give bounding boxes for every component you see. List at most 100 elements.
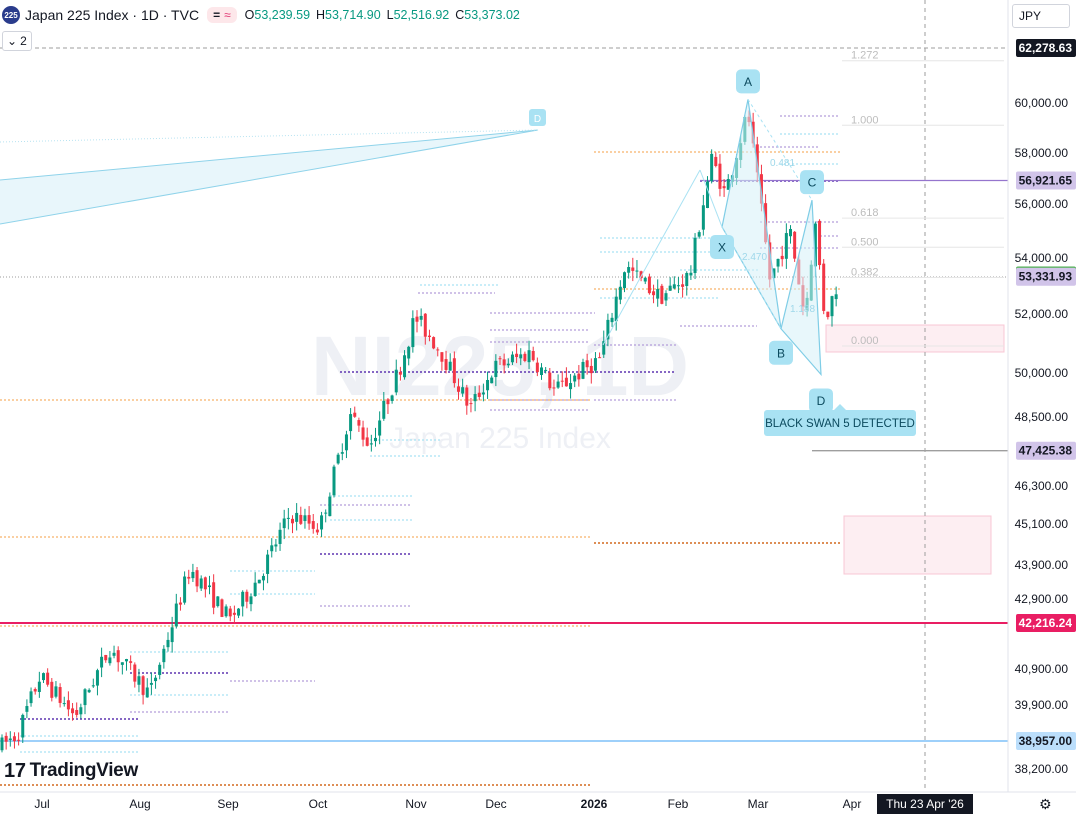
fib-levels: 1.272 1.000 0.618 0.500 0.382 0.000 xyxy=(842,50,1004,347)
candle xyxy=(685,271,689,296)
candle xyxy=(432,336,436,350)
candle-body xyxy=(75,710,79,715)
candle xyxy=(87,688,91,694)
candle-body xyxy=(112,652,116,656)
tradingview-logo[interactable]: 17 TradingView xyxy=(4,758,138,784)
pattern-tail xyxy=(699,169,723,228)
candle xyxy=(315,523,319,535)
candle xyxy=(560,371,564,388)
candle-body xyxy=(614,296,618,322)
candle xyxy=(394,359,398,396)
candle xyxy=(552,379,556,396)
candle-body xyxy=(602,341,606,355)
time-label-8: Mar xyxy=(748,797,769,811)
candle xyxy=(232,605,236,624)
candle xyxy=(25,699,29,719)
candle xyxy=(158,662,162,680)
candle xyxy=(320,511,324,538)
price-tick-0: 60,000.00 xyxy=(1015,96,1069,110)
candle-body xyxy=(598,357,602,359)
chevron-down-icon: ⌄ xyxy=(7,34,18,48)
candle xyxy=(369,434,373,452)
candle-body xyxy=(631,267,635,271)
price-axis: 60,000.00 58,000.00 56,000.00 54,000.00 52,0… xyxy=(1007,0,1076,792)
candle xyxy=(776,258,780,273)
candle xyxy=(448,353,452,371)
candle xyxy=(498,356,502,366)
candle-body xyxy=(681,284,685,287)
candle xyxy=(253,572,257,597)
candle-body xyxy=(29,691,33,704)
candle xyxy=(403,350,407,380)
candle-body xyxy=(793,231,797,259)
candle-body xyxy=(726,179,730,190)
candle-body xyxy=(693,237,697,274)
candle-body xyxy=(830,296,834,317)
gear-icon[interactable]: ⚙ xyxy=(1039,796,1052,812)
candle xyxy=(137,668,141,693)
candle-body xyxy=(440,352,444,362)
candle xyxy=(361,420,365,447)
crosshair-date-badge xyxy=(877,794,973,814)
candle xyxy=(789,225,792,244)
candle-body xyxy=(813,223,817,267)
candle-body xyxy=(477,392,481,397)
candle xyxy=(75,702,79,718)
candle-body xyxy=(822,263,826,311)
candle-body xyxy=(457,386,460,392)
candle xyxy=(423,313,427,345)
candle xyxy=(21,713,25,744)
candle-body xyxy=(71,708,75,714)
chart-title[interactable]: Japan 225 Index · 1D · TVC xyxy=(25,7,200,23)
indicators-toggle-button[interactable]: ⌄ 2 xyxy=(2,31,32,51)
pattern-ratio-0: 0.481 xyxy=(770,158,795,169)
candle-body xyxy=(610,317,614,323)
candle-body xyxy=(224,606,228,617)
candle xyxy=(228,605,232,622)
candle-body xyxy=(91,685,95,687)
time-axis-background xyxy=(0,792,1076,814)
candle xyxy=(610,312,614,327)
candle-body xyxy=(382,400,386,419)
candle-body xyxy=(253,582,257,596)
candle-body xyxy=(656,289,660,299)
candle-body xyxy=(203,577,207,590)
candle xyxy=(714,152,718,168)
candle xyxy=(79,703,83,719)
candle xyxy=(386,398,390,414)
candle-body xyxy=(378,420,382,436)
candle xyxy=(676,276,680,294)
candle-body xyxy=(444,359,448,370)
candle xyxy=(697,230,701,239)
candle-body xyxy=(494,360,498,378)
candle xyxy=(291,515,294,534)
candle-body xyxy=(531,350,535,361)
candle-body xyxy=(166,639,170,648)
pattern-point-d xyxy=(809,388,833,413)
candle-body xyxy=(66,700,70,710)
candle-body xyxy=(432,337,436,349)
currency-button[interactable]: JPY xyxy=(1012,4,1070,28)
candle xyxy=(149,672,153,695)
candle xyxy=(108,651,112,666)
candle xyxy=(261,573,265,591)
candle-body xyxy=(46,672,50,685)
candle xyxy=(793,231,797,262)
fib-label-2: 0.618 xyxy=(851,207,879,219)
candle-body xyxy=(104,654,108,661)
plot-area xyxy=(0,0,1008,792)
candle xyxy=(299,506,303,526)
candle-body xyxy=(386,399,390,405)
candle xyxy=(237,607,241,619)
candle xyxy=(722,179,726,197)
candle xyxy=(58,683,62,708)
candle xyxy=(581,358,585,380)
candle xyxy=(502,353,506,374)
candle xyxy=(241,590,245,617)
price-badge-label-1: 56,921.65 xyxy=(1019,173,1073,187)
candle-body xyxy=(589,365,593,374)
market-status-pill[interactable]: = ≈ xyxy=(207,7,237,23)
candle xyxy=(216,596,220,608)
pill-right: ≈ xyxy=(224,8,231,22)
